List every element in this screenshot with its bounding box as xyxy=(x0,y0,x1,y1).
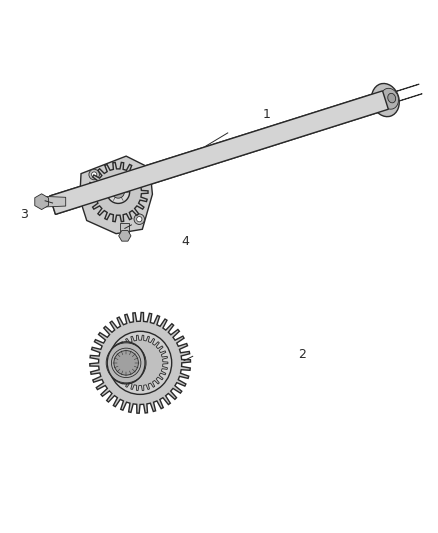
Text: 1: 1 xyxy=(263,108,271,120)
Circle shape xyxy=(137,216,142,222)
Circle shape xyxy=(61,197,70,206)
Polygon shape xyxy=(387,94,422,105)
Polygon shape xyxy=(90,312,191,413)
Circle shape xyxy=(112,186,124,198)
Circle shape xyxy=(114,351,138,375)
Polygon shape xyxy=(119,231,131,241)
Circle shape xyxy=(92,172,97,177)
Polygon shape xyxy=(88,163,148,222)
Text: 3: 3 xyxy=(20,208,28,221)
Polygon shape xyxy=(49,91,389,214)
Polygon shape xyxy=(113,335,168,391)
Polygon shape xyxy=(49,91,389,214)
Ellipse shape xyxy=(381,88,399,109)
Text: 4: 4 xyxy=(182,236,190,248)
Polygon shape xyxy=(80,156,152,233)
Ellipse shape xyxy=(388,93,396,103)
Circle shape xyxy=(107,181,130,204)
Polygon shape xyxy=(35,194,49,209)
Polygon shape xyxy=(384,84,419,95)
Circle shape xyxy=(134,214,145,224)
Circle shape xyxy=(109,332,172,394)
Polygon shape xyxy=(45,197,66,207)
Text: 2: 2 xyxy=(298,349,306,361)
Ellipse shape xyxy=(107,342,145,384)
Ellipse shape xyxy=(371,84,399,117)
Polygon shape xyxy=(120,223,129,236)
Circle shape xyxy=(89,169,99,180)
